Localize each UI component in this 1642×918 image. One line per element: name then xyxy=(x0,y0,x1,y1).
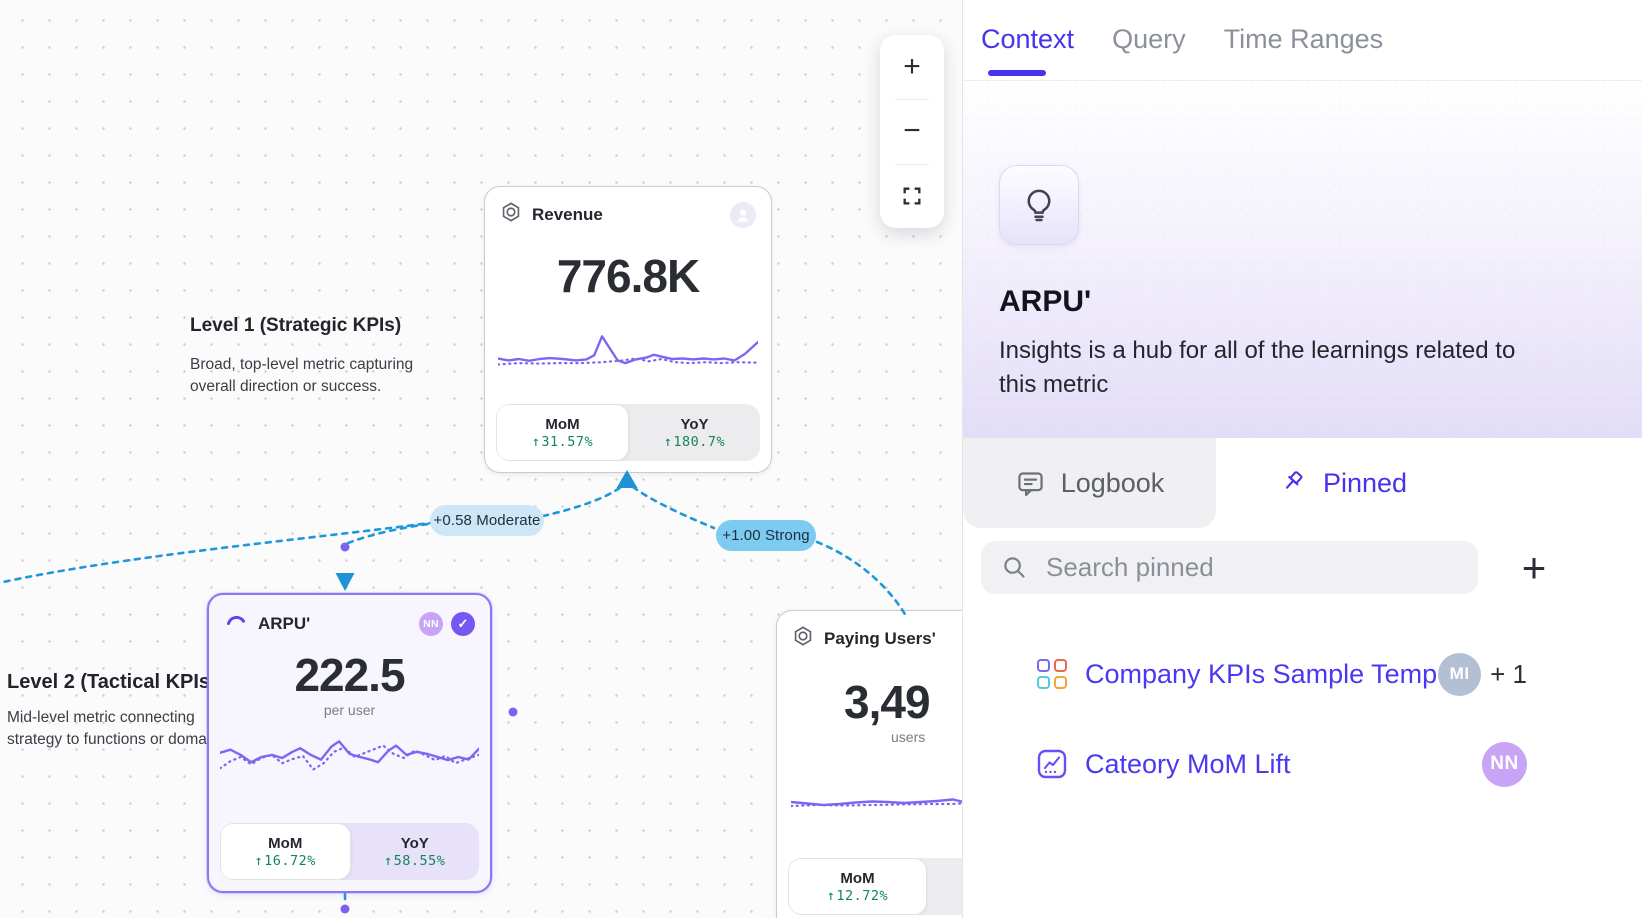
insight-icon-card xyxy=(999,165,1079,245)
subtab-pinned[interactable]: Pinned xyxy=(1216,438,1469,528)
metric-unit: per user xyxy=(323,702,376,719)
pinned-item-label: Company KPIs Sample Template xyxy=(1085,658,1438,689)
sparkline-chart xyxy=(791,798,962,808)
canvas-zoom-controls: + − xyxy=(880,35,944,228)
mom-segment[interactable]: MoM ↑31.57% xyxy=(496,404,629,461)
delta-toggle: MoM ↑12.72% xyxy=(788,858,962,915)
level-1-description: Broad, top-level metric capturing overal… xyxy=(190,356,414,395)
add-pinned-button[interactable]: + xyxy=(1521,543,1547,591)
yoy-segment[interactable]: YoY ↑58.55% xyxy=(384,834,446,869)
pin-icon xyxy=(1285,471,1303,489)
pinned-item-company-kpis[interactable]: Company KPIs Sample Template MI + 1 xyxy=(1036,650,1527,698)
correlation-label-strong: +1.00 Strong xyxy=(716,520,816,551)
verified-check-badge: ✓ xyxy=(451,611,475,636)
metric-value: 222.5 xyxy=(294,649,405,701)
edge-handle-dot xyxy=(340,542,350,552)
metric-description: Insights is a hub for all of the learnin… xyxy=(999,337,1516,398)
pinned-item-category-mom-lift[interactable]: Cateory MoM Lift NN xyxy=(1036,740,1527,788)
delta-toggle: MoM ↑31.57% YoY ↑180.7% xyxy=(496,404,760,461)
tab-query[interactable]: Query xyxy=(1112,24,1186,54)
metric-title: ARPU' xyxy=(999,285,1092,318)
up-arrow-icon: ↑ xyxy=(254,852,264,869)
mom-segment[interactable]: MoM ↑16.72% xyxy=(220,823,351,880)
level-1-annotation: Level 1 (Strategic KPIs) Broad, top-leve… xyxy=(190,315,432,397)
metric-card-paying-users[interactable]: Paying Users' 3,49 users MoM ↑12.72% xyxy=(776,610,962,918)
fullscreen-icon xyxy=(903,187,921,205)
pinned-search[interactable] xyxy=(981,541,1478,594)
metric-context-header: ARPU' Insights is a hub for all of the l… xyxy=(963,81,1642,438)
template-grid-icon xyxy=(1036,659,1068,689)
level-2-description-line1: Mid-level metric connecting xyxy=(7,709,195,726)
hexagon-metric-icon xyxy=(792,625,814,652)
card-title: ARPU' xyxy=(258,613,311,633)
level-2-annotation: Level 2 (Tactical KPIs Mid-level metric … xyxy=(7,671,257,750)
tab-time-ranges[interactable]: Time Ranges xyxy=(1223,24,1384,54)
yoy-segment[interactable] xyxy=(927,858,962,915)
metric-unit: users xyxy=(891,729,926,746)
zoom-out-button[interactable]: − xyxy=(880,99,944,163)
metric-card-revenue[interactable]: Revenue 776.8K MoM ↑31.57% YoY ↑180.7% xyxy=(484,186,772,473)
avatar-mi: MI xyxy=(1438,652,1482,696)
owner-avatar-icon xyxy=(730,201,756,228)
zoom-in-button[interactable]: + xyxy=(903,50,921,84)
card-title: Revenue xyxy=(532,204,603,224)
card-title: Paying Users' xyxy=(824,628,936,648)
level-1-title: Level 1 (Strategic KPIs) xyxy=(190,315,402,336)
level-2-title: Level 2 (Tactical KPIs xyxy=(7,671,211,693)
search-pinned-input[interactable] xyxy=(1044,551,1470,584)
lightbulb-icon xyxy=(1027,189,1051,222)
arc-metric-icon xyxy=(224,609,248,638)
edge-handle-dot xyxy=(340,904,350,914)
mom-segment[interactable]: MoM ↑12.72% xyxy=(788,858,927,915)
metric-card-arpu[interactable]: ARPU' NN ✓ 222.5 per user MoM ↑16.72% Yo… xyxy=(207,593,492,893)
up-arrow-icon: ↑ xyxy=(384,852,393,869)
up-arrow-icon: ↑ xyxy=(531,433,541,450)
subtab-logbook[interactable]: Logbook xyxy=(963,438,1216,528)
search-icon xyxy=(1004,557,1025,578)
correlation-label-moderate: +0.58 Moderate xyxy=(430,505,544,536)
up-arrow-icon: ↑ xyxy=(826,887,836,904)
sparkline-chart xyxy=(220,740,479,771)
pinned-item-label: Cateory MoM Lift xyxy=(1085,748,1291,779)
metric-tree-canvas[interactable]: Level 1 (Strategic KPIs) Broad, top-leve… xyxy=(0,0,962,918)
metric-value: 776.8K xyxy=(556,250,700,302)
arrow-into-arpu xyxy=(335,573,355,591)
pinned-search-row: + xyxy=(963,541,1642,594)
hexagon-metric-icon xyxy=(500,201,522,228)
up-arrow-icon: ↑ xyxy=(663,433,673,450)
logbook-comment-icon xyxy=(1018,471,1043,496)
avatar-nn: NN xyxy=(1482,741,1527,787)
delta-toggle: MoM ↑16.72% YoY ↑58.55% xyxy=(220,823,479,880)
level-2-description-line2: strategy to functions or doma xyxy=(7,730,207,748)
detail-side-panel: Context Query Time Ranges ARPU' Insights… xyxy=(962,0,1642,918)
yoy-segment[interactable]: YoY ↑180.7% xyxy=(663,415,726,450)
panel-tab-bar: Context Query Time Ranges xyxy=(963,0,1642,81)
edge-handle-dot xyxy=(508,707,518,717)
metric-value: 3,49 xyxy=(844,676,931,728)
tab-context[interactable]: Context xyxy=(981,24,1074,78)
extra-collaborators-count: + 1 xyxy=(1490,658,1527,689)
pinned-items-list: Company KPIs Sample Template MI + 1 Cate… xyxy=(963,650,1642,788)
collaborator-avatar: NN xyxy=(419,611,443,636)
chart-lift-icon xyxy=(1036,748,1068,780)
sparkline-chart xyxy=(498,335,758,366)
fullscreen-button[interactable] xyxy=(880,163,944,228)
context-subtab-bar: Logbook Pinned xyxy=(963,438,1642,528)
